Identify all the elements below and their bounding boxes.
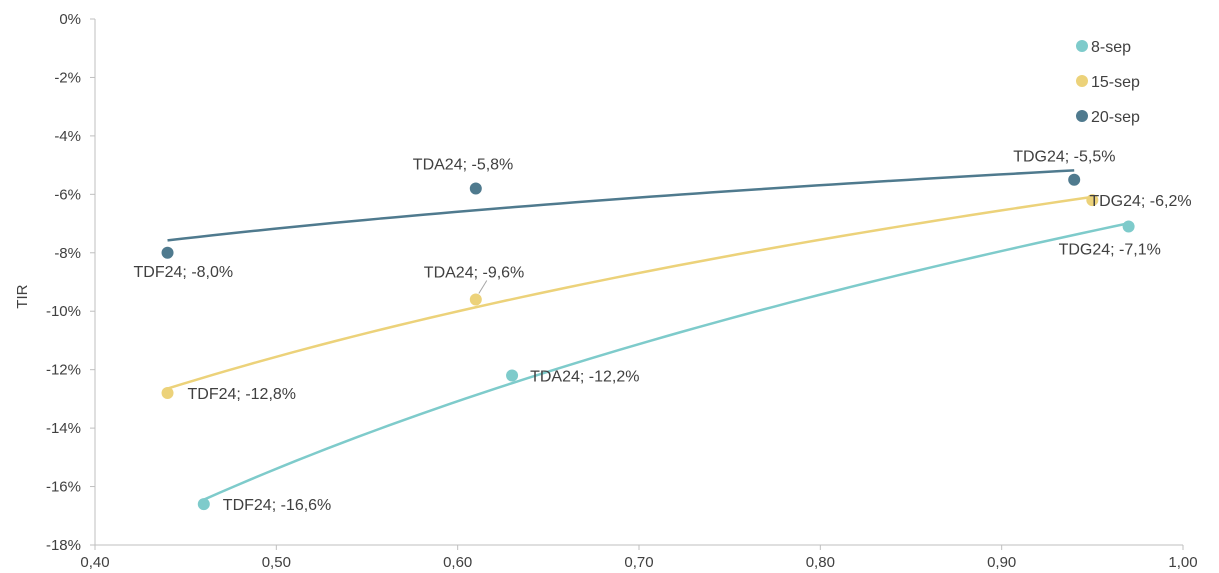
data-points xyxy=(161,173,1135,511)
y-tick-label: -8% xyxy=(54,245,81,262)
data-label: TDF24; -8,0% xyxy=(134,264,234,281)
data-label: TDG24; -5,5% xyxy=(1013,149,1115,166)
y-tick-label: -4% xyxy=(54,128,81,145)
x-tick-label: 0,90 xyxy=(987,554,1016,571)
trendline-8-sep xyxy=(203,222,1129,501)
data-point-8-sep xyxy=(506,369,519,382)
data-point-8-sep xyxy=(1122,220,1135,233)
y-tick-label: 0% xyxy=(59,11,81,28)
legend-marker-15-sep xyxy=(1076,75,1088,87)
data-label: TDG24; -6,2% xyxy=(1089,193,1191,210)
y-axis-label: TIR xyxy=(14,284,31,308)
legend-marker-8-sep xyxy=(1076,40,1088,52)
x-tick-label: 0,80 xyxy=(806,554,835,571)
y-tick-label: -6% xyxy=(54,186,81,203)
data-point-15-sep xyxy=(469,293,482,306)
label-leader-line xyxy=(478,280,488,294)
y-tick-label: -18% xyxy=(46,537,81,554)
data-label: TDG24; -7,1% xyxy=(1059,241,1161,258)
axes: 0% -2% -4% -6% -8% -10% -12% -14% -16% -18%0,40 0,… xyxy=(46,11,1198,571)
trendlines xyxy=(167,169,1129,501)
x-tick-label: 1,00 xyxy=(1168,554,1197,571)
data-label: TDA24; -9,6% xyxy=(424,265,524,282)
x-tick-label: 0,50 xyxy=(262,554,291,571)
data-point-15-sep xyxy=(161,387,174,400)
trendline-15-sep xyxy=(167,195,1093,390)
data-point-20-sep xyxy=(469,182,482,195)
legend-marker-20-sep xyxy=(1076,110,1088,122)
legend-label: 8-sep xyxy=(1091,39,1131,56)
data-label: TDF24; -12,8% xyxy=(188,386,296,403)
data-label: TDA24; -12,2% xyxy=(530,369,639,386)
data-point-15-sep xyxy=(1086,194,1099,207)
x-tick-label: 0,60 xyxy=(443,554,472,571)
legend: 8-sep 15-sep 20-sep xyxy=(1076,39,1140,126)
data-label: TDA24; -5,8% xyxy=(413,156,513,173)
data-point-8-sep xyxy=(197,498,210,511)
data-point-20-sep xyxy=(161,246,174,259)
y-tick-label: -10% xyxy=(46,303,81,320)
legend-label: 20-sep xyxy=(1091,109,1140,126)
legend-label: 15-sep xyxy=(1091,74,1140,91)
x-tick-label: 0,70 xyxy=(624,554,653,571)
data-point-20-sep xyxy=(1068,173,1081,186)
trendline-20-sep xyxy=(167,169,1075,242)
data-label: TDF24; -16,6% xyxy=(223,497,331,514)
y-tick-label: -14% xyxy=(46,420,81,437)
data-labels: TDF24; -16,6% TDA24; -12,2% TDG24; -7,1% TD… xyxy=(134,149,1192,514)
y-tick-label: -12% xyxy=(46,362,81,379)
x-tick-label: 0,40 xyxy=(80,554,109,571)
y-tick-label: -2% xyxy=(54,69,81,86)
y-tick-label: -16% xyxy=(46,479,81,496)
